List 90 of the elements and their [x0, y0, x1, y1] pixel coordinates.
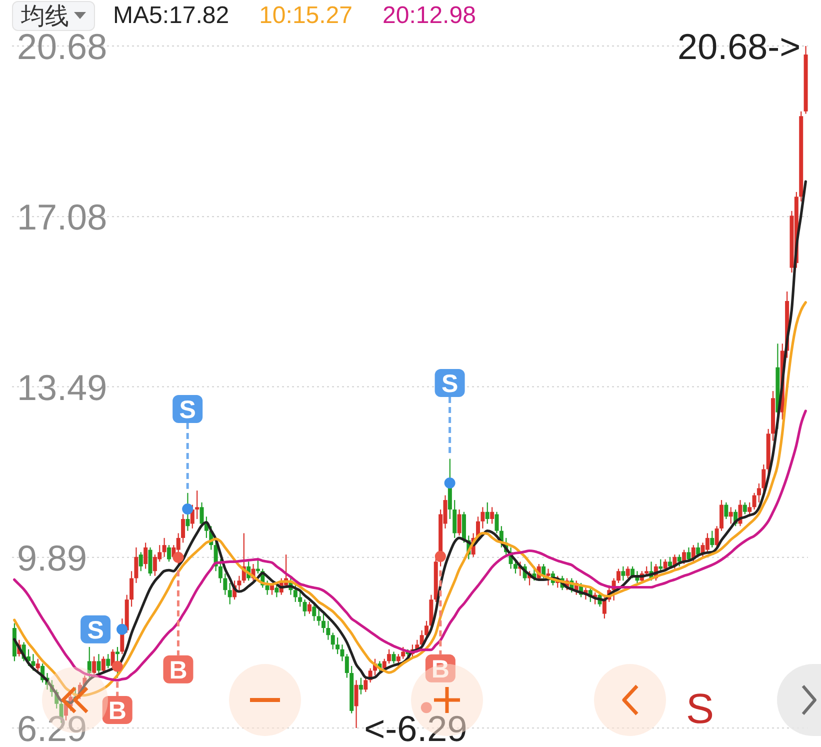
candlestick: [166, 544, 171, 562]
candlestick: [265, 580, 270, 596]
candlestick: [424, 620, 429, 638]
candlestick: [92, 656, 96, 676]
candlestick: [457, 508, 462, 536]
candlestick: [228, 582, 232, 605]
data-label: B: [169, 656, 188, 684]
candlestick: [200, 502, 204, 527]
point: [172, 552, 184, 563]
candlestick: [148, 546, 152, 576]
text: 10:15.27: [259, 2, 352, 30]
point: [182, 504, 194, 515]
candlestick: [392, 651, 396, 664]
candlestick: [340, 644, 344, 662]
text: 20:12.98: [382, 2, 476, 30]
candlestick: [658, 558, 663, 572]
candlestick: [237, 575, 242, 591]
candlestick: [705, 532, 710, 553]
candlestick: [616, 568, 620, 584]
candlestick: [115, 646, 120, 678]
candlestick: [396, 654, 400, 666]
candlestick: [621, 566, 626, 582]
candlestick: [96, 654, 101, 674]
candlestick: [742, 502, 747, 515]
candlestick: [31, 654, 36, 672]
candlestick: [87, 646, 92, 678]
candlestick: [181, 514, 186, 544]
candlestick: [186, 492, 190, 532]
candlestick: [195, 490, 200, 520]
point: [116, 624, 128, 635]
candlestick: [274, 584, 279, 598]
candlestick: [714, 526, 719, 548]
point: [444, 477, 456, 488]
point: [434, 550, 446, 562]
candlestick: [720, 499, 724, 532]
dropdown-button[interactable]: 均线: [12, 0, 95, 30]
annotation: 20.68->: [678, 26, 801, 67]
candlestick: [144, 542, 148, 570]
candlestick: [344, 654, 349, 678]
candlestick: [302, 599, 307, 617]
candlestick: [223, 572, 228, 596]
candlestick: [134, 546, 138, 584]
candlestick: [358, 677, 363, 695]
candlestick: [728, 506, 733, 524]
candlestick: [322, 613, 326, 634]
candlestick: [490, 506, 494, 524]
candlestick: [326, 620, 330, 640]
candlestick: [401, 646, 406, 660]
data-label: S: [441, 370, 458, 398]
candlestick: [298, 590, 302, 608]
candlestick: [756, 482, 761, 503]
annotation: S: [686, 685, 714, 732]
candlestick: [387, 648, 392, 664]
candlestick: [762, 464, 766, 494]
candlestick: [101, 656, 106, 674]
candlestick: [130, 570, 134, 608]
point: [420, 702, 432, 714]
candlestick: [293, 584, 298, 602]
candlestick: [752, 492, 756, 510]
y-tick-label: 6.29: [17, 708, 88, 747]
point: [112, 660, 123, 672]
candlestick: [36, 658, 40, 674]
candlestick: [480, 506, 485, 530]
candlestick: [485, 502, 490, 524]
next-button[interactable]: [777, 664, 821, 736]
candlestick: [162, 537, 166, 558]
data-label: S: [87, 616, 104, 644]
candlestick: [106, 654, 110, 669]
candlestick: [364, 677, 368, 693]
data-label: B: [431, 655, 450, 684]
y-tick-label: 17.08: [17, 196, 108, 238]
annotation: <-6.29: [364, 708, 468, 747]
data-label: B: [108, 697, 126, 725]
data-label: S: [179, 396, 196, 424]
y-tick-label: 13.49: [17, 366, 108, 408]
candlestick: [330, 632, 335, 650]
candlestick: [710, 530, 714, 548]
candlestick: [494, 511, 499, 534]
candlestick: [336, 636, 340, 655]
candlestick: [724, 502, 728, 520]
candlestick: [138, 552, 143, 572]
candlestick: [546, 568, 550, 586]
y-tick-label: 9.89: [17, 537, 88, 578]
candlestick: [316, 608, 321, 626]
candlestick: [626, 566, 630, 579]
candlestick: [452, 499, 457, 538]
candlestick: [218, 558, 222, 584]
candlestick: [354, 680, 358, 728]
candlestick: [307, 601, 312, 614]
text: MA5:17.82: [113, 2, 230, 30]
